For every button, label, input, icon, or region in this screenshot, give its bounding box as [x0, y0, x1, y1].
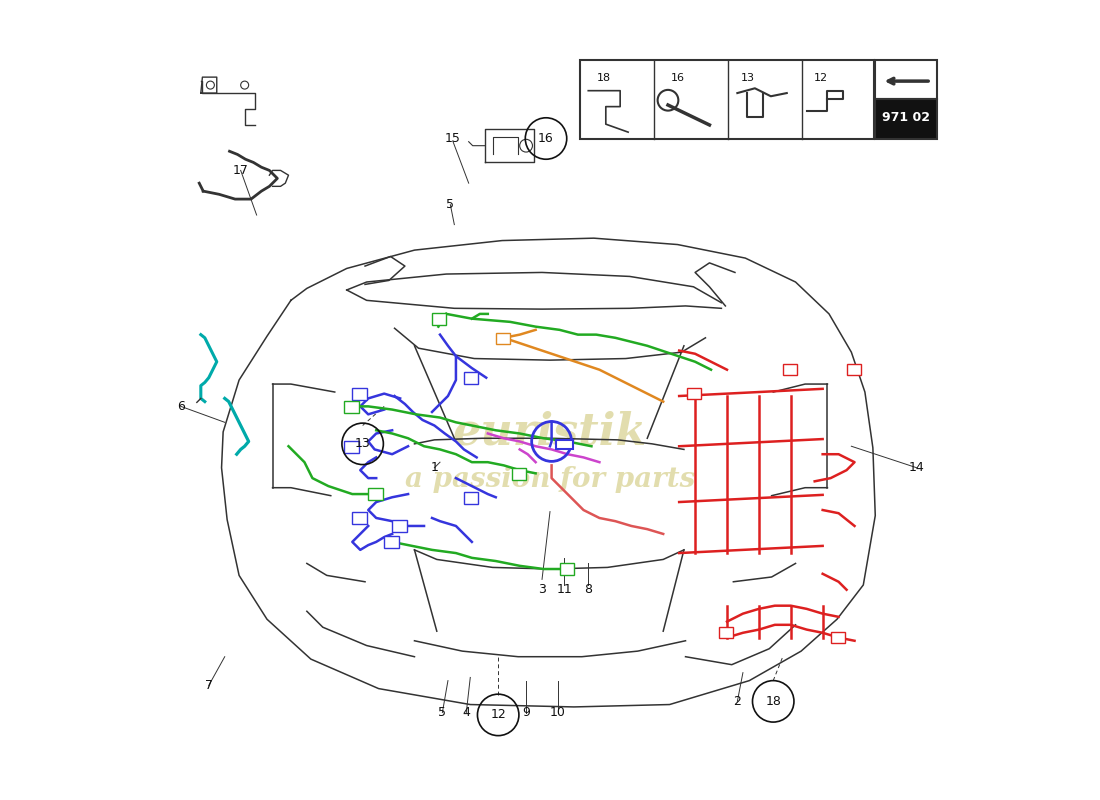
Text: 4: 4 [462, 706, 470, 719]
Text: 12: 12 [491, 709, 506, 722]
Text: 13: 13 [740, 73, 755, 83]
Bar [512, 468, 526, 480]
Text: 17: 17 [233, 164, 249, 177]
Text: 7: 7 [205, 679, 212, 692]
Bar [464, 372, 478, 384]
Text: 13: 13 [355, 438, 371, 450]
FancyBboxPatch shape [876, 60, 937, 99]
Bar [560, 563, 574, 575]
Bar [783, 364, 798, 375]
Bar [384, 536, 398, 548]
Text: 10: 10 [550, 706, 565, 719]
Bar [496, 333, 510, 344]
Text: euristik: euristik [453, 410, 647, 454]
Text: 18: 18 [597, 73, 612, 83]
Bar [344, 401, 359, 413]
Text: 9: 9 [522, 706, 530, 719]
Bar [432, 313, 447, 325]
Text: 3: 3 [538, 583, 546, 596]
FancyBboxPatch shape [876, 99, 937, 138]
Bar [352, 513, 366, 524]
Text: 11: 11 [557, 583, 572, 596]
Text: 16: 16 [538, 132, 554, 145]
Bar [719, 627, 734, 638]
Text: 5: 5 [447, 198, 454, 211]
Text: 12: 12 [814, 73, 828, 83]
Bar [688, 388, 702, 399]
Bar [392, 520, 407, 532]
Bar [830, 632, 845, 643]
FancyBboxPatch shape [581, 60, 873, 138]
Text: 1: 1 [430, 462, 438, 474]
Text: 5: 5 [439, 706, 447, 719]
Bar [556, 440, 573, 450]
Text: 18: 18 [766, 695, 781, 708]
Bar [344, 441, 359, 453]
Text: 14: 14 [909, 462, 925, 474]
Text: 6: 6 [177, 400, 185, 413]
Text: 2: 2 [734, 695, 741, 708]
Bar [368, 489, 383, 501]
Text: 15: 15 [444, 132, 461, 145]
Text: a passion for parts: a passion for parts [405, 466, 695, 494]
Text: 971 02: 971 02 [882, 111, 931, 124]
Bar [464, 492, 478, 504]
Text: 16: 16 [671, 73, 684, 83]
Bar [352, 388, 366, 400]
Bar [847, 364, 861, 375]
Text: 8: 8 [584, 583, 592, 596]
